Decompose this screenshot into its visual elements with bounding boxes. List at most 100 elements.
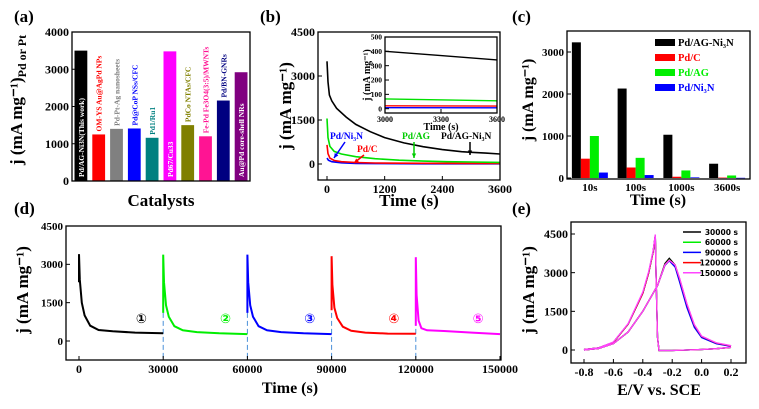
bar-8 [216,100,230,181]
cycle-number-label: ③ [304,312,315,327]
legend-label: 90000 s [705,248,739,257]
x-tick-label: 150000 [482,362,518,376]
series-line-1 [162,254,248,336]
bar-3-3 [736,177,746,179]
y-tick-label: 0 [559,173,565,185]
x-tick-label: 10s [582,182,598,194]
bar-3-0 [598,172,608,178]
legend-swatch [655,69,675,76]
bar-1-0 [580,158,590,178]
bar-1-1 [626,167,636,178]
series-line-4 [414,257,501,336]
bar-9 [234,72,248,181]
bar-1-3 [718,177,728,179]
y-tick-label: 3000 [45,62,69,76]
arrowhead [467,150,473,155]
bar-3-2 [690,177,700,178]
y-axis-label: j (mA mg⁻¹)Pd or Pt [7,35,29,166]
x-tick-label: -0.2 [663,365,682,379]
x-tick-label: 3000 [377,115,393,124]
legend-label: Pd/Ni₃N [678,83,715,94]
y-axis-label: j (mA mg⁻¹) [519,246,538,335]
legend-label: 30000 s [705,228,739,237]
y-tick-label: 300 [371,61,383,70]
legend-swatch [655,84,675,91]
x-tick-label: 0 [76,362,82,376]
x-axis-label: Time (s) [379,191,439,210]
bar-2-1 [635,157,645,178]
bar-2-3 [727,175,737,178]
x-axis-label: E/V vs. SCE [617,382,701,399]
series-annotation: Pd/AG-Ni₃N [441,132,491,142]
bar-1-2 [672,176,682,178]
cycle-number-label: ⑤ [472,312,483,327]
x-tick-label: 30000 [148,362,178,376]
inset-x-axis-label: Time (s) [423,122,458,133]
bar-label: Pd-Pt-Ag nanosheets [113,59,122,126]
bar-3 [127,128,141,181]
x-tick-label: 60000 [232,362,262,376]
y-tick-label: 0 [378,104,382,113]
plot-area-d [65,225,502,361]
plot-area-c [566,30,751,180]
y-tick-label: 1500 [544,305,568,319]
panel-label-c: (c) [512,7,531,26]
x-tick-label: 120000 [398,362,434,376]
bar-0-1 [617,88,627,178]
bar-0-0 [571,42,581,179]
series-annotation: Pd/AG [402,132,431,142]
y-tick-label: 400 [371,47,383,56]
bar-0 [74,50,88,181]
arrowhead [354,158,359,163]
cycle-number-label: ④ [388,312,399,327]
bar-2-0 [589,136,599,178]
x-tick-label: 0 [324,182,330,196]
arrowhead [334,153,339,158]
x-tick-label: 3600s [714,182,741,194]
x-axis-label: Time (s) [630,192,686,209]
series-line-0 [326,61,500,155]
x-tick-label: 100s [625,182,647,194]
y-axis-label: j (mA mg⁻¹) [520,59,537,143]
y-tick-label: 0 [562,343,568,357]
cycle-number-label: ② [220,312,231,327]
y-tick-label: 500 [371,33,383,42]
legend-label: Pd/AG-Ni₃N [678,38,734,49]
legend-label: 120000 s [700,259,739,268]
bar-label: Pd@CoP NSs/CFC [130,65,139,126]
y-tick-label: 4500 [291,25,315,39]
x-axis-label: Catalysts [127,191,194,210]
y-tick-label: 4500 [41,221,64,233]
panel-label-b: (b) [260,7,281,26]
x-tick-label: 1200 [373,182,397,196]
y-tick-label: 0 [309,157,315,171]
bar-4 [145,137,159,181]
y-tick-label: 0 [58,336,64,348]
arrowhead [411,153,417,158]
legend-swatch [655,54,675,61]
bar-1 [92,134,106,181]
series-line-2 [246,254,332,336]
y-label-main: j (mA mg⁻¹) [7,77,26,166]
x-tick-label: 0.2 [724,365,739,379]
y-tick-label: 1000 [45,137,69,151]
x-tick-label: 3600 [488,182,512,196]
y-tick-label: 3000 [291,69,315,83]
x-tick-label: 1000s [668,182,695,194]
y-tick-label: 2000 [45,100,69,114]
panel-label-a: (a) [14,7,34,26]
y-tick-label: 1500 [291,113,315,127]
y-axis-label: j (mA mg⁻¹) [276,62,295,151]
series-line-1 [326,118,500,164]
legend-label: Pd/C [678,53,701,64]
legend-swatch [655,39,675,46]
y-tick-label: 1500 [41,298,64,310]
y-tick-label: 2000 [542,89,565,101]
bar-2-2 [681,170,691,178]
bar-label: OM-YS Au@AgPd NPs [95,56,104,132]
y-tick-label: 3000 [544,266,568,280]
x-tick-label: -0.8 [575,365,594,379]
inset-bg [385,37,497,113]
panel-label-e: (e) [512,199,531,218]
x-tick-label: 3600 [489,115,505,124]
